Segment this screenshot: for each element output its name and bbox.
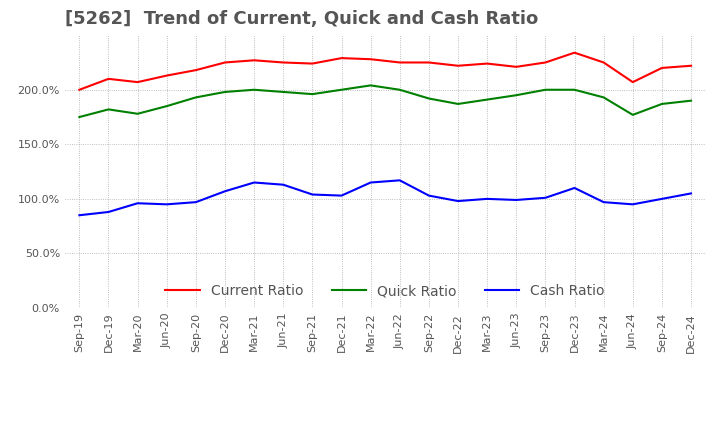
Cash Ratio bbox=[570, 185, 579, 191]
Current Ratio bbox=[279, 60, 287, 65]
Quick Ratio bbox=[220, 89, 229, 95]
Quick Ratio bbox=[687, 98, 696, 103]
Cash Ratio bbox=[657, 196, 666, 202]
Cash Ratio bbox=[629, 202, 637, 207]
Cash Ratio bbox=[279, 182, 287, 187]
Current Ratio bbox=[192, 67, 200, 73]
Line: Cash Ratio: Cash Ratio bbox=[79, 180, 691, 215]
Quick Ratio bbox=[599, 95, 608, 100]
Current Ratio bbox=[366, 57, 375, 62]
Current Ratio bbox=[687, 63, 696, 68]
Quick Ratio bbox=[657, 101, 666, 106]
Cash Ratio bbox=[133, 201, 142, 206]
Quick Ratio bbox=[512, 92, 521, 98]
Cash Ratio bbox=[104, 209, 113, 215]
Text: [5262]  Trend of Current, Quick and Cash Ratio: [5262] Trend of Current, Quick and Cash … bbox=[65, 10, 538, 28]
Cash Ratio bbox=[599, 199, 608, 205]
Quick Ratio bbox=[337, 87, 346, 92]
Current Ratio bbox=[570, 50, 579, 55]
Current Ratio bbox=[337, 55, 346, 61]
Quick Ratio bbox=[483, 97, 492, 102]
Current Ratio bbox=[308, 61, 317, 66]
Current Ratio bbox=[220, 60, 229, 65]
Legend: Current Ratio, Quick Ratio, Cash Ratio: Current Ratio, Quick Ratio, Cash Ratio bbox=[160, 279, 611, 304]
Cash Ratio bbox=[687, 191, 696, 196]
Current Ratio bbox=[75, 87, 84, 92]
Cash Ratio bbox=[395, 178, 404, 183]
Quick Ratio bbox=[454, 101, 462, 106]
Current Ratio bbox=[395, 60, 404, 65]
Quick Ratio bbox=[308, 92, 317, 97]
Cash Ratio bbox=[250, 180, 258, 185]
Current Ratio bbox=[133, 80, 142, 85]
Line: Quick Ratio: Quick Ratio bbox=[79, 85, 691, 117]
Current Ratio bbox=[512, 64, 521, 70]
Cash Ratio bbox=[541, 195, 550, 201]
Quick Ratio bbox=[250, 87, 258, 92]
Quick Ratio bbox=[629, 112, 637, 117]
Current Ratio bbox=[541, 60, 550, 65]
Current Ratio bbox=[657, 65, 666, 70]
Cash Ratio bbox=[366, 180, 375, 185]
Cash Ratio bbox=[192, 199, 200, 205]
Cash Ratio bbox=[163, 202, 171, 207]
Current Ratio bbox=[599, 60, 608, 65]
Current Ratio bbox=[425, 60, 433, 65]
Current Ratio bbox=[163, 73, 171, 78]
Current Ratio bbox=[629, 80, 637, 85]
Cash Ratio bbox=[483, 196, 492, 202]
Quick Ratio bbox=[163, 103, 171, 109]
Quick Ratio bbox=[133, 111, 142, 117]
Quick Ratio bbox=[279, 89, 287, 95]
Cash Ratio bbox=[75, 213, 84, 218]
Cash Ratio bbox=[454, 198, 462, 204]
Quick Ratio bbox=[75, 114, 84, 120]
Quick Ratio bbox=[366, 83, 375, 88]
Quick Ratio bbox=[570, 87, 579, 92]
Cash Ratio bbox=[220, 189, 229, 194]
Current Ratio bbox=[483, 61, 492, 66]
Cash Ratio bbox=[337, 193, 346, 198]
Current Ratio bbox=[104, 76, 113, 81]
Current Ratio bbox=[250, 58, 258, 63]
Cash Ratio bbox=[512, 197, 521, 202]
Quick Ratio bbox=[425, 96, 433, 101]
Line: Current Ratio: Current Ratio bbox=[79, 53, 691, 90]
Quick Ratio bbox=[395, 87, 404, 92]
Cash Ratio bbox=[425, 193, 433, 198]
Quick Ratio bbox=[104, 107, 113, 112]
Cash Ratio bbox=[308, 192, 317, 197]
Quick Ratio bbox=[541, 87, 550, 92]
Current Ratio bbox=[454, 63, 462, 68]
Quick Ratio bbox=[192, 95, 200, 100]
